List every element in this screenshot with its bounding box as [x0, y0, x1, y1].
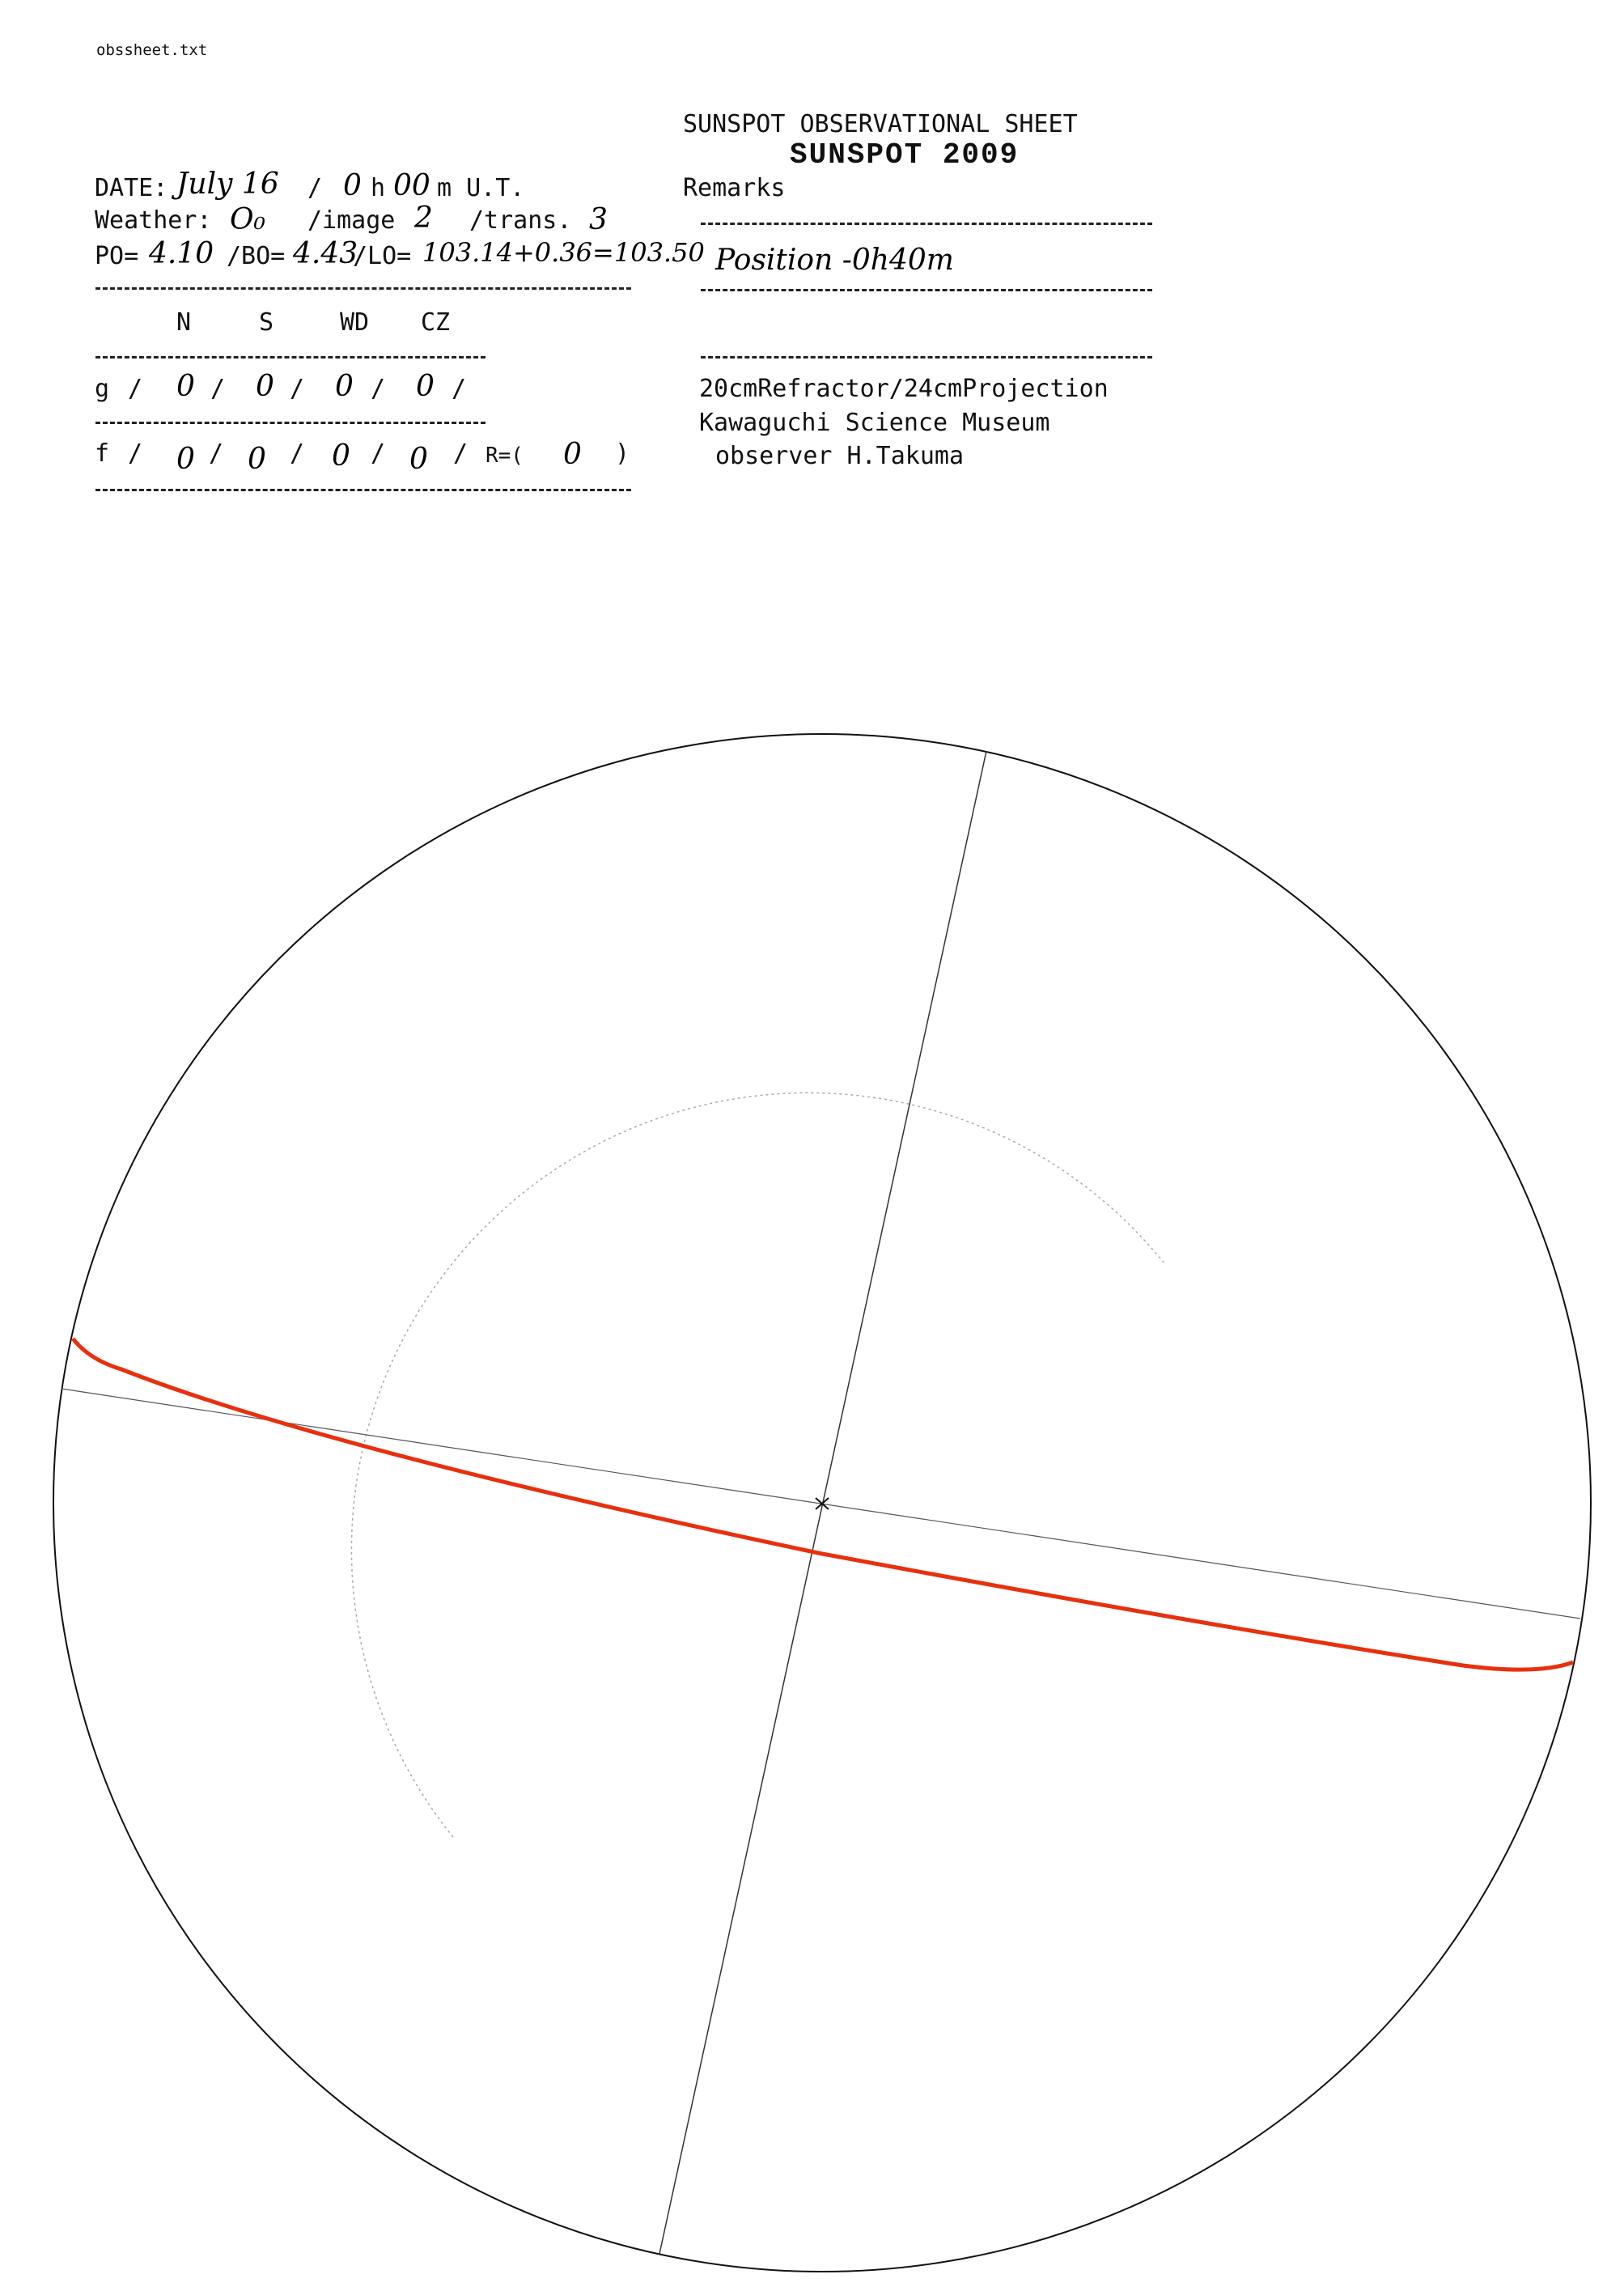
- f-wd-value: 0: [332, 439, 350, 473]
- divider: [701, 223, 1152, 225]
- header-n: N: [176, 308, 192, 337]
- g-cz-value: 0: [416, 370, 435, 403]
- divider: [701, 289, 1152, 291]
- solar-disk-outline: [53, 733, 1592, 2272]
- year-stamp: SUNSPOT 2009: [790, 138, 1020, 172]
- g-s-value: 0: [256, 370, 274, 403]
- divider: [701, 356, 1152, 359]
- date-label: DATE:: [95, 174, 168, 202]
- separator: /: [290, 375, 305, 403]
- r-close: ): [615, 439, 630, 468]
- divider: [95, 356, 486, 359]
- date-value: July 16: [176, 168, 279, 201]
- separator: /: [290, 439, 305, 468]
- weather-value: O₀: [230, 203, 265, 236]
- separator: /: [452, 375, 467, 403]
- trans-label: /trans.: [469, 206, 572, 235]
- minute-value: 00: [393, 169, 430, 202]
- divider: [95, 287, 631, 290]
- f-label: f: [95, 439, 110, 468]
- remarks-label: Remarks: [683, 174, 786, 202]
- f-n-value: 0: [176, 443, 195, 476]
- separator: /: [128, 439, 143, 468]
- g-n-value: 0: [176, 370, 195, 403]
- time-separator: /: [307, 174, 323, 202]
- institution: Kawaguchi Science Museum: [699, 409, 1050, 437]
- file-name: obssheet.txt: [96, 41, 208, 59]
- inner-reference-arc: [350, 1092, 1164, 1838]
- f-cz-value: 0: [409, 443, 428, 476]
- header-cz: CZ: [421, 308, 451, 337]
- separator: /: [128, 375, 143, 403]
- center-mark-icon: [815, 1497, 829, 1510]
- f-s-value: 0: [248, 443, 266, 476]
- separator: /: [210, 375, 226, 403]
- po-value: 4.10: [149, 237, 214, 270]
- bo-label: /BO=: [227, 242, 286, 270]
- trans-value: 3: [589, 203, 608, 236]
- image-label: /image: [307, 206, 396, 235]
- lo-label: /LO=: [353, 242, 412, 270]
- g-wd-value: 0: [335, 370, 354, 403]
- r-label: R=(: [486, 443, 524, 468]
- divider: [95, 422, 486, 424]
- separator: /: [371, 375, 386, 403]
- bo-value: 4.43: [293, 237, 358, 270]
- po-label: PO=: [95, 242, 139, 270]
- divider: [95, 489, 631, 491]
- header-s: S: [259, 308, 274, 337]
- lo-value: 103.14+0.36=103.50: [422, 237, 705, 268]
- instrument: 20cmRefractor/24cmProjection: [699, 375, 1109, 403]
- g-label: g: [95, 375, 110, 403]
- separator: /: [209, 439, 224, 468]
- solar-equator-line: [71, 1337, 1574, 1672]
- image-value: 2: [414, 202, 433, 235]
- hour-value: 0: [343, 169, 362, 202]
- r-value: 0: [563, 438, 582, 471]
- sheet-title: SUNSPOT OBSERVATIONAL SHEET: [683, 110, 1078, 138]
- remarks-note: Position -0h40m: [715, 244, 954, 277]
- weather-label: Weather:: [95, 206, 212, 235]
- separator: /: [453, 439, 469, 468]
- separator: /: [371, 439, 386, 468]
- hour-label: h: [371, 174, 386, 202]
- minute-label: m U.T.: [437, 174, 525, 202]
- observer: observer H.Takuma: [715, 442, 965, 470]
- header-wd: WD: [340, 308, 370, 337]
